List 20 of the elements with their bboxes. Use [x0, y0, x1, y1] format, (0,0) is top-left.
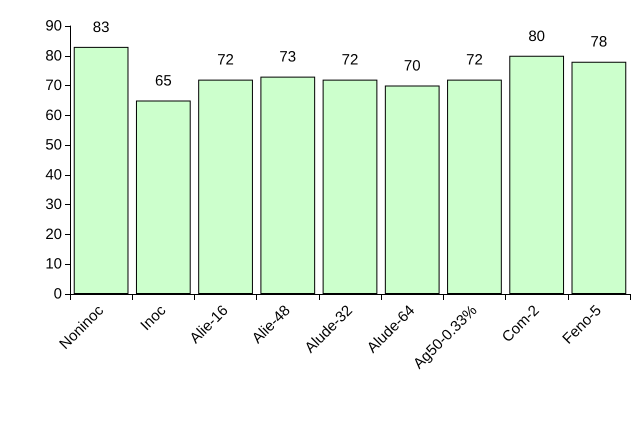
data-label: 65 [154, 72, 172, 90]
data-label: 73 [279, 48, 296, 66]
data-label: 72 [342, 52, 358, 69]
x-tick-label: Inoc [137, 302, 170, 334]
data-label: 72 [217, 52, 234, 69]
data-label: 83 [92, 18, 110, 36]
y-tick-label: 30 [45, 196, 62, 214]
y-tick-label: 0 [54, 286, 62, 302]
y-tick-label: 10 [45, 256, 62, 273]
y-tick-label: 80 [45, 47, 62, 64]
y-tick-label: 60 [45, 106, 62, 124]
y-tick-label: 50 [45, 136, 62, 154]
y-tick-label: 70 [45, 77, 62, 94]
data-label: 80 [528, 28, 546, 45]
y-tick-label: 20 [45, 226, 62, 243]
data-label: 78 [590, 34, 608, 51]
data-label: 70 [404, 58, 421, 75]
y-tick-label: 90 [45, 18, 62, 34]
y-tick-label: 40 [45, 166, 62, 184]
data-label: 72 [466, 52, 483, 69]
